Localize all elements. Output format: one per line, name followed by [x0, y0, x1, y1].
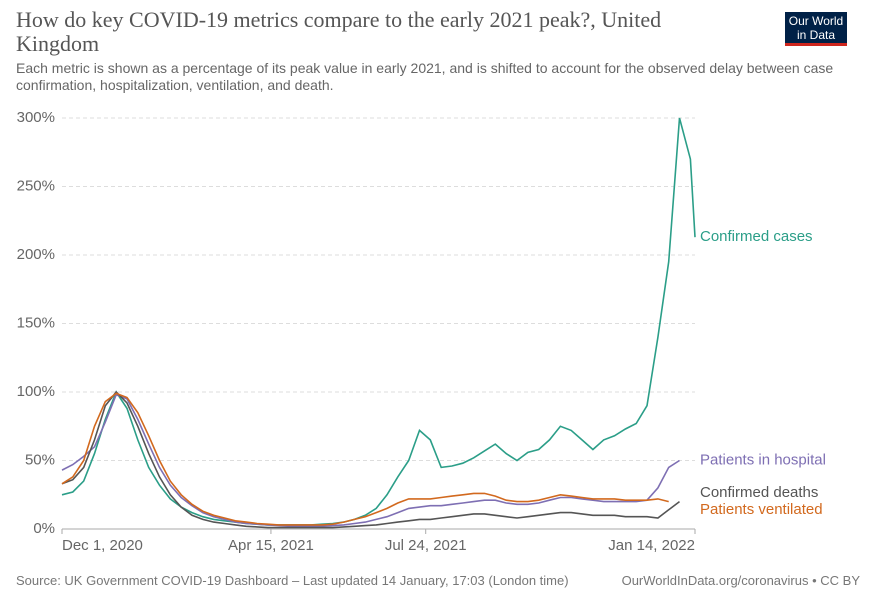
- x-tick-label: Dec 1, 2020: [62, 537, 143, 554]
- y-tick-label: 50%: [25, 451, 55, 468]
- y-tick-label: 100%: [17, 383, 55, 400]
- y-tick-label: 200%: [17, 246, 55, 263]
- series-label: Confirmed cases: [700, 228, 813, 245]
- source: Source: UK Government COVID-19 Dashboard…: [16, 573, 569, 588]
- x-tick-label: Jan 14, 2022: [608, 537, 695, 554]
- chart: 0% 50% 100% 150% 200% 250% 300% Dec 1, 2020 Apr …: [17, 109, 826, 554]
- chart-title: How do key COVID-19 metrics compare to t…: [16, 7, 662, 56]
- series-label: Confirmed deaths: [700, 484, 818, 501]
- series-line: [61, 117, 696, 526]
- x-tick-label: Apr 15, 2021: [228, 537, 314, 554]
- logo-line: Our World: [788, 14, 844, 28]
- footer-link[interactable]: OurWorldInData.org/coronavirus • CC BY: [621, 573, 860, 588]
- series-label: Patients ventilated: [700, 501, 823, 518]
- y-tick-label: 150%: [17, 314, 55, 331]
- logo[interactable]: Our World in Data: [785, 12, 847, 46]
- series-line: [61, 390, 680, 529]
- series-line: [61, 392, 669, 526]
- y-tick-label: 250%: [17, 177, 55, 194]
- y-tick-label: 300%: [17, 109, 55, 126]
- chart-subtitle: Each metric is shown as a percentage of …: [16, 60, 834, 93]
- y-tick-label: 0%: [33, 520, 55, 537]
- x-tick-label: Jul 24, 2021: [385, 537, 467, 554]
- logo-line: in Data: [796, 28, 836, 42]
- series-line: [61, 393, 680, 528]
- series-label: Patients in hospital: [700, 451, 826, 468]
